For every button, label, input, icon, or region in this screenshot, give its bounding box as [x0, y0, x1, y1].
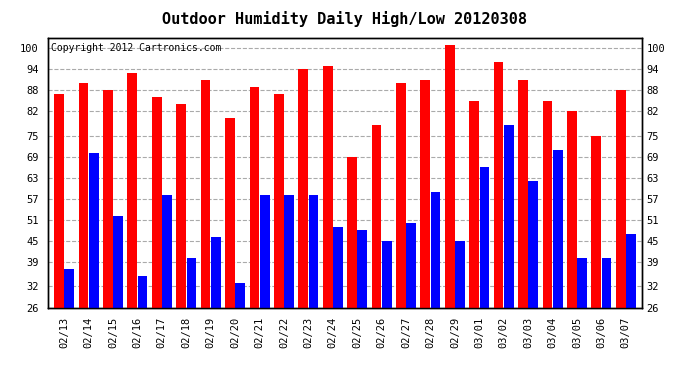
Bar — [225, 118, 235, 375]
Bar — [201, 80, 210, 375]
Bar — [162, 195, 172, 375]
Bar — [347, 157, 357, 375]
Bar — [529, 181, 538, 375]
Bar — [152, 97, 161, 375]
Bar — [553, 150, 562, 375]
Bar — [64, 269, 75, 375]
Bar — [431, 192, 440, 375]
Bar — [333, 227, 343, 375]
Bar — [357, 230, 367, 375]
Bar — [567, 111, 577, 375]
Bar — [382, 241, 392, 375]
Bar — [235, 283, 245, 375]
Text: Outdoor Humidity Daily High/Low 20120308: Outdoor Humidity Daily High/Low 20120308 — [163, 11, 527, 27]
Bar — [79, 83, 88, 375]
Bar — [186, 258, 196, 375]
Bar — [504, 125, 514, 375]
Bar — [494, 62, 504, 375]
Bar — [308, 195, 318, 375]
Bar — [420, 80, 431, 375]
Bar — [591, 136, 601, 375]
Bar — [250, 87, 259, 375]
Bar — [128, 73, 137, 375]
Bar — [211, 237, 221, 375]
Text: Copyright 2012 Cartronics.com: Copyright 2012 Cartronics.com — [51, 43, 221, 53]
Bar — [274, 94, 284, 375]
Bar — [54, 94, 64, 375]
Bar — [323, 66, 333, 375]
Bar — [469, 100, 479, 375]
Bar — [138, 276, 148, 375]
Bar — [396, 83, 406, 375]
Bar — [578, 258, 587, 375]
Bar — [298, 69, 308, 375]
Bar — [542, 100, 552, 375]
Bar — [372, 125, 382, 375]
Bar — [284, 195, 294, 375]
Bar — [89, 153, 99, 375]
Bar — [480, 167, 489, 375]
Bar — [626, 234, 636, 375]
Bar — [176, 104, 186, 375]
Bar — [615, 90, 626, 375]
Bar — [103, 90, 112, 375]
Bar — [406, 224, 416, 375]
Bar — [113, 216, 123, 375]
Bar — [602, 258, 611, 375]
Bar — [445, 45, 455, 375]
Bar — [455, 241, 465, 375]
Bar — [259, 195, 270, 375]
Bar — [518, 80, 528, 375]
